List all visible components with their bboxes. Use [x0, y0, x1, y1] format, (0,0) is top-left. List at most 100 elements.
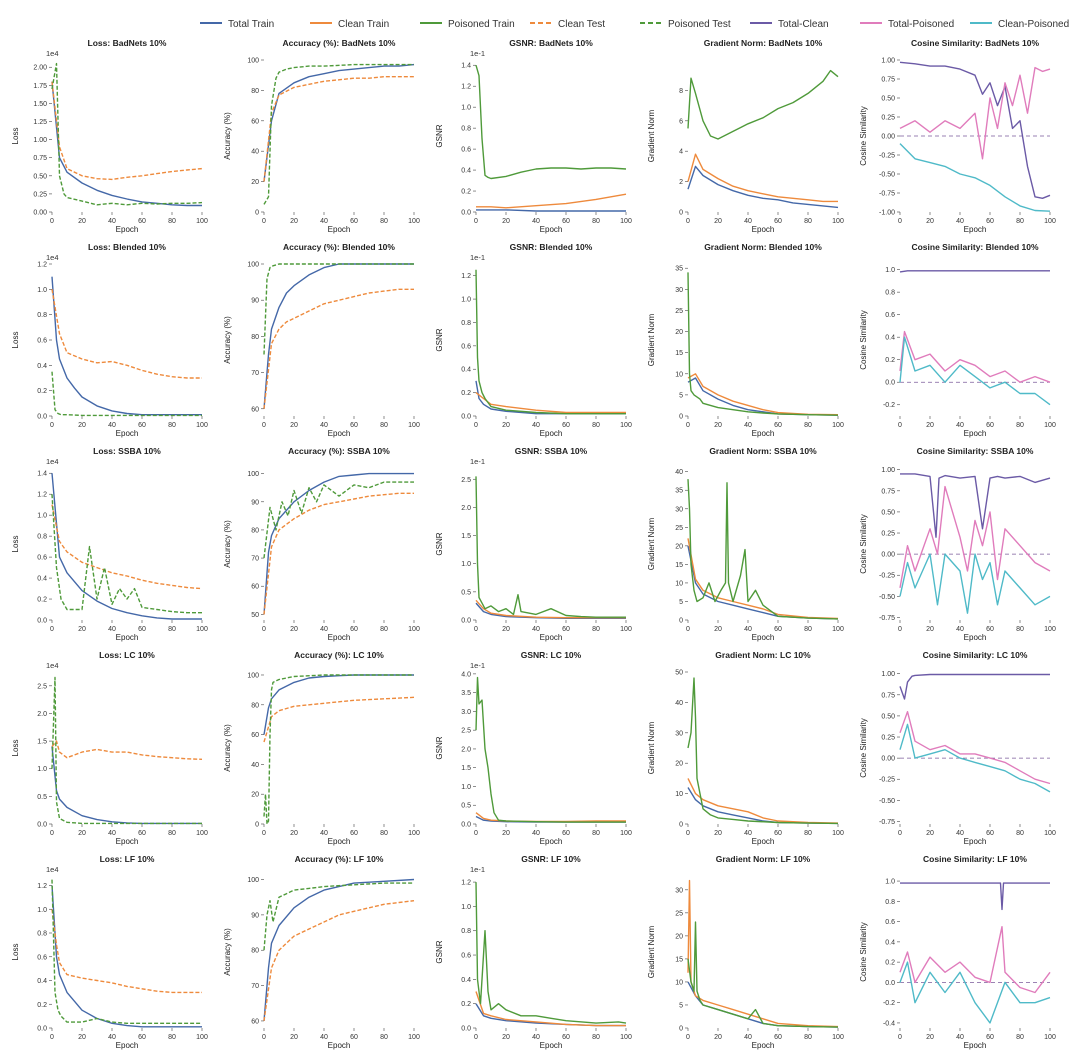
- series-line: [51, 473, 202, 620]
- y-tick-label: 20: [251, 792, 259, 799]
- x-tick-label: 60: [562, 626, 570, 633]
- x-tick-label: 0: [686, 830, 690, 837]
- series-line: [51, 504, 203, 590]
- y-tick-label: 1.0: [37, 513, 47, 520]
- y-tick-label: 1.0: [37, 766, 47, 773]
- series-line: [263, 882, 414, 951]
- y-tick-label: 0.4: [885, 335, 895, 342]
- x-tick-label: 20: [78, 1034, 86, 1041]
- y-tick-label: 0.6: [37, 555, 47, 562]
- x-tick-label: 40: [744, 830, 752, 837]
- x-tick-label: 100: [620, 830, 632, 837]
- y-axis-label: Accuracy (%): [223, 316, 232, 364]
- y-tick-label: 100: [247, 471, 259, 478]
- series-line: [687, 69, 839, 140]
- chart-panel: Loss: LF 10% 1e4 0.0 0.2 0.4 0.6 0.8 1.0 1.2 0 20 4…: [11, 854, 208, 1050]
- y-tick-label: -0.50: [879, 594, 895, 601]
- y-tick-label: 2.00: [33, 65, 47, 72]
- x-tick-label: 80: [168, 830, 176, 837]
- y-tick-label: 0.0: [37, 822, 47, 829]
- y-tick-label: 80: [251, 88, 259, 95]
- chart-title: GSNR: SSBA 10%: [515, 446, 588, 456]
- y-tick-label: 0.8: [461, 928, 471, 935]
- x-tick-label: 100: [620, 218, 632, 225]
- y-tick-label: 0.4: [885, 939, 895, 946]
- series-line: [263, 263, 414, 409]
- chart-panel: GSNR: BadNets 10% 1e-1 0.0 0.2 0.4 0.6 0.8 1.0 1…: [435, 38, 632, 234]
- x-tick-label: 0: [898, 422, 902, 429]
- y-tick-label: 80: [251, 948, 259, 955]
- x-tick-label: 100: [832, 218, 844, 225]
- x-tick-label: 20: [714, 218, 722, 225]
- series-line: [263, 76, 414, 182]
- y-tick-label: 30: [675, 730, 683, 737]
- axis-scale-label: 1e-1: [470, 457, 485, 466]
- series-line: [475, 882, 627, 1024]
- x-tick-label: 20: [290, 626, 298, 633]
- y-tick-label: 2.0: [461, 505, 471, 512]
- x-axis-label: Epoch: [540, 633, 563, 642]
- y-tick-label: 30: [675, 506, 683, 513]
- axis-scale-label: 1e-1: [470, 49, 485, 58]
- axis-scale-label: 1e4: [46, 457, 59, 466]
- x-tick-label: 0: [262, 1034, 266, 1041]
- series-line: [51, 62, 203, 206]
- y-tick-label: 15: [675, 562, 683, 569]
- y-tick-label: 0.25: [881, 531, 895, 538]
- chart-title: Gradient Norm: LC 10%: [715, 650, 811, 660]
- chart-title: Cosine Similarity: BadNets 10%: [911, 38, 1039, 48]
- chart-title: Gradient Norm: BadNets 10%: [704, 38, 823, 48]
- x-tick-label: 100: [196, 830, 208, 837]
- y-tick-label: 0.5: [461, 803, 471, 810]
- x-tick-label: 40: [532, 218, 540, 225]
- y-tick-label: 0.2: [461, 189, 471, 196]
- y-tick-label: -0.25: [879, 153, 895, 160]
- y-tick-label: 90: [251, 298, 259, 305]
- y-tick-label: 100: [247, 262, 259, 269]
- y-tick-label: 0.4: [37, 576, 47, 583]
- chart-title: Loss: BadNets 10%: [88, 38, 167, 48]
- x-tick-label: 0: [50, 218, 54, 225]
- legend-label: Clean Test: [558, 19, 605, 30]
- x-axis-label: Epoch: [328, 633, 351, 642]
- x-axis-label: Epoch: [752, 837, 775, 846]
- x-axis-label: Epoch: [964, 225, 987, 234]
- x-tick-label: 20: [714, 626, 722, 633]
- x-tick-label: 0: [50, 830, 54, 837]
- y-tick-label: 2.0: [37, 711, 47, 718]
- chart-panel: GSNR: LF 10% 1e-1 0.0 0.2 0.4 0.6 0.8 1.0 1.2 0 20…: [435, 854, 632, 1050]
- x-tick-label: 40: [744, 1034, 752, 1041]
- x-axis-label: Epoch: [116, 1041, 139, 1050]
- series-line: [263, 288, 414, 409]
- series-line: [263, 481, 414, 559]
- x-tick-label: 80: [592, 218, 600, 225]
- y-tick-label: 50: [251, 612, 259, 619]
- series-line: [899, 925, 1051, 994]
- y-tick-label: 1.00: [881, 467, 895, 474]
- x-tick-label: 40: [956, 1034, 964, 1041]
- y-tick-label: 60: [251, 406, 259, 413]
- y-tick-label: 0.6: [885, 312, 895, 319]
- x-tick-label: 100: [832, 830, 844, 837]
- y-tick-label: 0.50: [33, 173, 47, 180]
- x-tick-label: 60: [774, 830, 782, 837]
- x-axis-label: Epoch: [116, 225, 139, 234]
- x-tick-label: 40: [320, 422, 328, 429]
- y-tick-label: -1.00: [879, 210, 895, 217]
- axis-scale-label: 1e-1: [470, 661, 485, 670]
- series-line: [476, 193, 627, 209]
- x-tick-label: 60: [350, 422, 358, 429]
- y-axis-label: Gradient Norm: [647, 925, 656, 978]
- x-tick-label: 20: [78, 830, 86, 837]
- chart-panel: GSNR: Blended 10% 1e-1 0.0 0.2 0.4 0.6 0.8 1.0 1…: [435, 242, 632, 438]
- chart-title: Accuracy (%): BadNets 10%: [283, 38, 396, 48]
- axis-scale-label: 1e4: [46, 49, 59, 58]
- x-tick-label: 80: [592, 626, 600, 633]
- x-tick-label: 80: [168, 1034, 176, 1041]
- series-line: [687, 981, 839, 1028]
- series-line: [475, 676, 626, 823]
- x-tick-label: 40: [744, 422, 752, 429]
- y-axis-label: Cosine Similarity: [859, 310, 868, 370]
- x-tick-label: 0: [262, 626, 266, 633]
- x-tick-label: 20: [78, 626, 86, 633]
